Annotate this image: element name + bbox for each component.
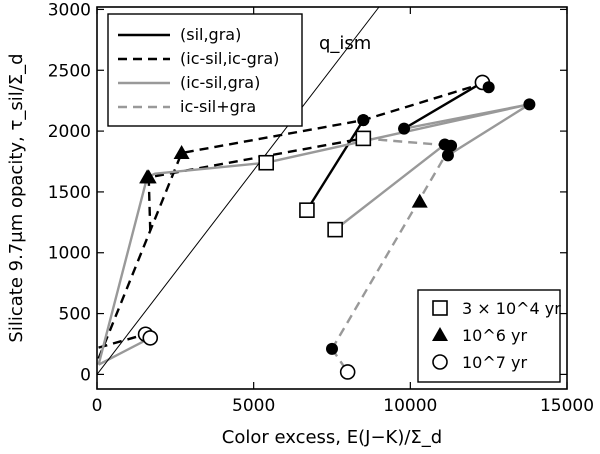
x-tick-label: 15000 bbox=[540, 396, 594, 416]
y-tick-label: 500 bbox=[59, 305, 91, 325]
series-line bbox=[447, 103, 531, 157]
open-circle-marker bbox=[432, 354, 448, 370]
square-marker bbox=[432, 300, 448, 316]
y-tick-label: 2500 bbox=[48, 61, 91, 81]
series-line bbox=[97, 103, 530, 365]
marker-legend: 3 × 10^4 yr 10^6 yr 10^7 yr bbox=[417, 289, 561, 383]
legend-line-label: (ic-sil,gra) bbox=[180, 73, 260, 92]
x-tick-label: 5000 bbox=[232, 396, 275, 416]
legend-line-label: ic-sil+gra bbox=[180, 97, 256, 116]
series-line bbox=[97, 82, 483, 360]
series-line bbox=[330, 145, 453, 350]
open-circle-marker bbox=[339, 364, 356, 380]
open-circle-marker bbox=[142, 330, 159, 346]
square-marker bbox=[299, 202, 315, 218]
legend-marker-label: 10^7 yr bbox=[462, 353, 528, 372]
reference-line bbox=[96, 6, 380, 375]
triangle-marker bbox=[139, 169, 156, 184]
y-tick-label: 1500 bbox=[48, 183, 91, 203]
filled-circle-marker bbox=[441, 149, 454, 162]
legend-marker-label: 3 × 10^4 yr bbox=[462, 299, 561, 318]
series-line bbox=[334, 143, 446, 231]
filled-circle-marker bbox=[357, 114, 370, 127]
triangle-marker bbox=[173, 144, 190, 159]
legend-marker-label: 10^6 yr bbox=[462, 326, 528, 345]
reference-line-label: q_ism bbox=[319, 33, 371, 54]
filled-circle-marker bbox=[326, 342, 338, 355]
filled-circle-marker bbox=[482, 81, 495, 94]
triangle-marker bbox=[411, 193, 428, 208]
legend-line-label: (ic-sil,ic-gra) bbox=[180, 49, 279, 68]
plot-frame bbox=[96, 6, 568, 390]
square-marker bbox=[327, 221, 343, 238]
triangle-marker bbox=[432, 327, 448, 341]
reference-line-layer bbox=[96, 6, 380, 375]
square-marker bbox=[258, 154, 275, 171]
legend-line-label: (sil,gra) bbox=[180, 25, 241, 44]
filled-circle-marker bbox=[398, 122, 411, 135]
series-line bbox=[98, 333, 146, 349]
x-axis-label: Color excess, E(J−K)/Σ_d bbox=[222, 427, 442, 448]
axis-ticks: 0 5000 10000 15000 0 500 1000 1500 2000 2500 3000 bbox=[48, 0, 594, 416]
filled-circle-marker bbox=[445, 139, 458, 152]
y-tick-label: 2000 bbox=[48, 122, 91, 142]
series-line bbox=[363, 137, 452, 147]
x-tick-label: 0 bbox=[92, 396, 103, 416]
x-tick-label: 10000 bbox=[383, 396, 437, 416]
series-line bbox=[305, 119, 365, 211]
filled-circle-marker bbox=[523, 98, 536, 111]
y-tick-label: 1000 bbox=[48, 244, 91, 264]
series-line bbox=[403, 103, 530, 130]
square-marker bbox=[355, 130, 372, 147]
line-legend: (sil,gra) (ic-sil,ic-gra) (ic-sil,gra) ic-s… bbox=[107, 13, 303, 127]
data-markers bbox=[137, 74, 536, 380]
y-tick-label: 3000 bbox=[48, 0, 91, 20]
y-tick-label: 0 bbox=[80, 365, 91, 385]
series-line bbox=[98, 336, 151, 366]
y-axis-label: Silicate 9.7μm opacity, τ_sil/Σ_d bbox=[6, 53, 27, 342]
